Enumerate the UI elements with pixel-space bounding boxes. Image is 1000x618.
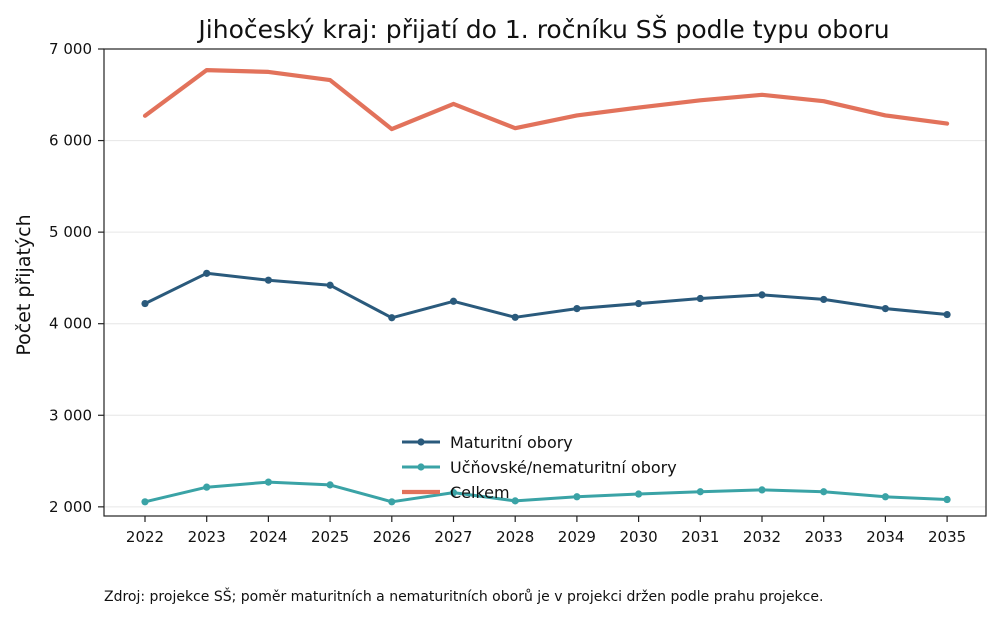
x-tick-label: 2034 — [866, 528, 904, 546]
data-point — [203, 269, 211, 277]
data-point — [449, 297, 458, 305]
data-point — [573, 304, 581, 313]
x-tick-label: 2035 — [928, 528, 966, 546]
data-point — [141, 498, 149, 506]
data-point — [203, 483, 211, 491]
x-tick-label: 2022 — [126, 528, 164, 546]
data-point — [635, 490, 643, 498]
data-point — [141, 299, 149, 308]
data-point — [573, 493, 581, 501]
chart-title: Jihočeský kraj: přijatí do 1. ročníku SŠ… — [196, 14, 889, 44]
data-point — [758, 486, 766, 494]
legend-label: Maturitní obory — [450, 433, 573, 452]
data-point — [511, 313, 519, 321]
y-axis: 2 000 3 000 4 000 5 000 6 000 7 000 — [49, 40, 104, 516]
x-tick-label: 2026 — [373, 528, 411, 546]
legend-label: Učňovské/nematuritní obory — [450, 458, 677, 477]
y-axis-label: Počet přijatých — [13, 214, 35, 355]
x-tick-label: 2032 — [743, 528, 781, 546]
x-tick-label: 2023 — [188, 528, 226, 546]
data-point — [388, 498, 396, 506]
data-point — [264, 276, 272, 284]
source-note: Zdroj: projekce SŠ; poměr maturitních a … — [104, 587, 823, 605]
series-line — [143, 480, 949, 504]
y-tick-label: 5 000 — [49, 223, 92, 241]
y-tick-label: 7 000 — [49, 40, 92, 58]
data-point — [696, 488, 704, 496]
series-line — [142, 67, 950, 132]
legend-marker — [417, 438, 425, 446]
data-point — [820, 295, 828, 304]
x-axis: 2022 2023 2024 2025 2026 2027 2028 2029 2030 2031… — [126, 516, 966, 546]
y-tick-label: 2 000 — [49, 498, 92, 516]
gridlines — [104, 140, 986, 508]
data-point — [943, 310, 951, 319]
data-point — [758, 291, 766, 299]
y-tick-label: 3 000 — [49, 406, 92, 424]
y-tick-label: 4 000 — [49, 315, 92, 333]
x-tick-label: 2024 — [249, 528, 287, 546]
x-tick-label: 2027 — [434, 528, 472, 546]
x-tick-label: 2031 — [681, 528, 719, 546]
data-point — [696, 294, 704, 303]
plot-frame — [103, 48, 987, 517]
series-line — [143, 271, 949, 320]
data-point — [635, 299, 643, 308]
x-tick-label: 2030 — [620, 528, 658, 546]
data-point — [449, 489, 458, 497]
data-point — [326, 281, 334, 289]
series-lines — [141, 67, 951, 506]
data-point — [881, 304, 890, 313]
x-tick-label: 2028 — [496, 528, 534, 546]
data-point — [943, 495, 951, 504]
x-tick-label: 2033 — [805, 528, 843, 546]
data-point — [881, 493, 890, 501]
data-point — [511, 497, 519, 505]
y-tick-label: 6 000 — [49, 132, 92, 150]
data-point — [820, 488, 828, 496]
legend-label: Celkem — [450, 483, 510, 502]
x-tick-label: 2029 — [558, 528, 596, 546]
data-point — [388, 314, 396, 322]
legend: Maturitní obory Učňovské/nematuritní obor… — [402, 433, 677, 502]
data-point — [264, 478, 272, 486]
x-tick-label: 2025 — [311, 528, 349, 546]
data-point — [326, 481, 334, 489]
legend-marker — [417, 463, 425, 471]
